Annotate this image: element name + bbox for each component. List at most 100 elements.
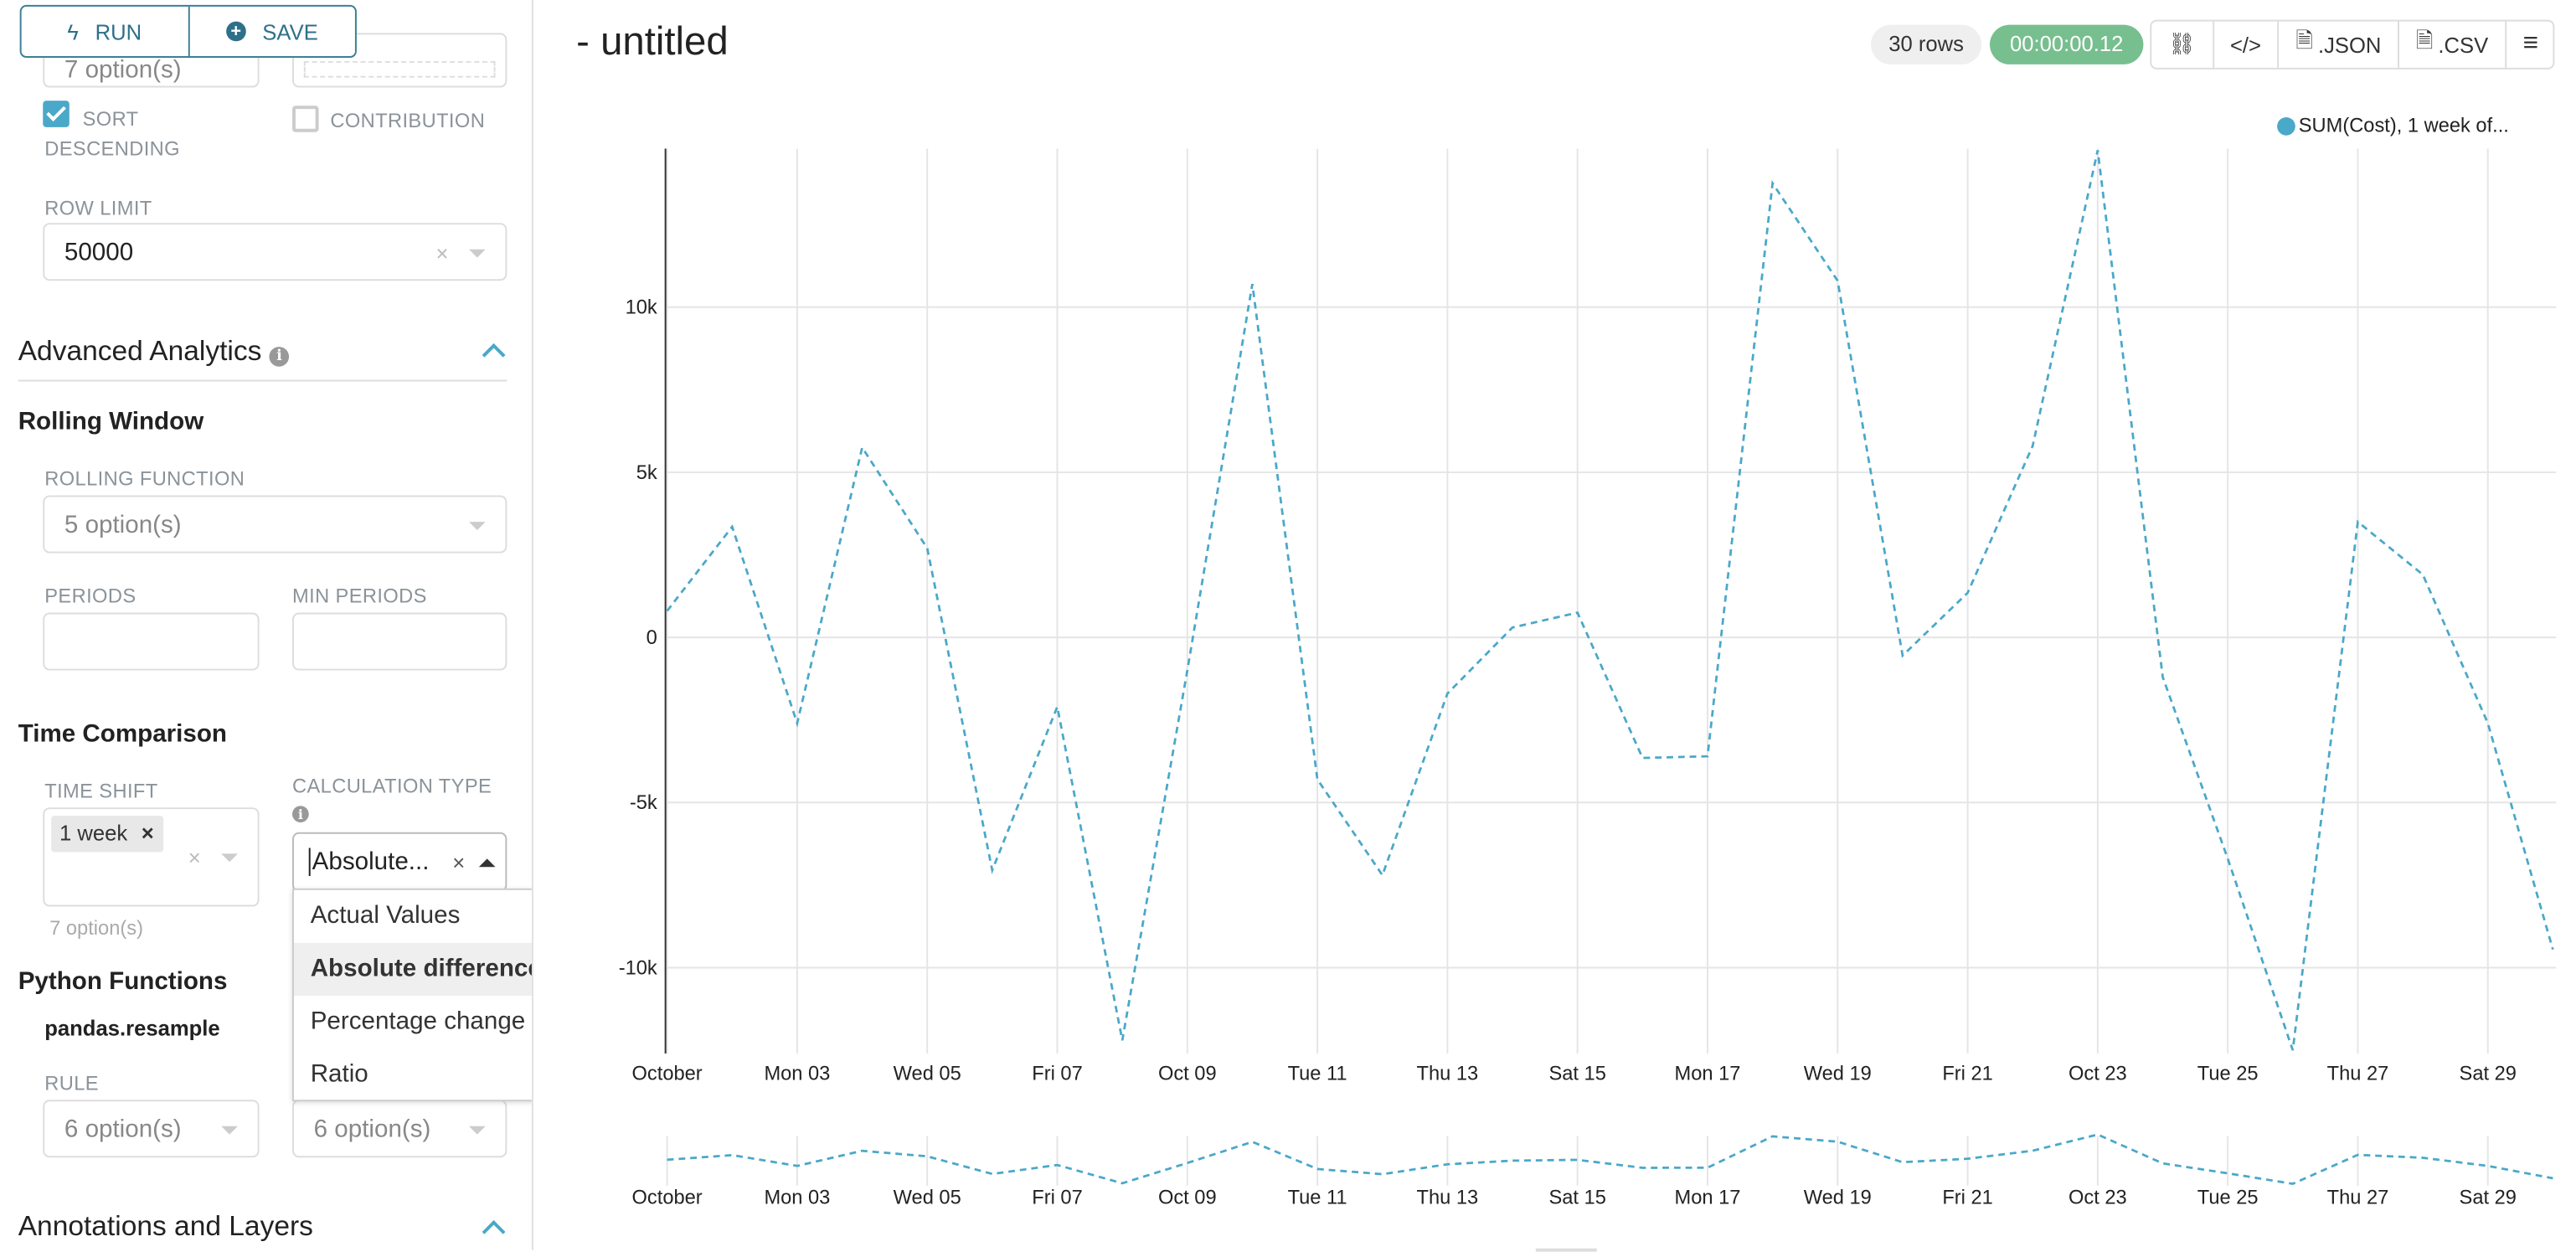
caret-up-icon [478, 858, 496, 868]
time-shift-label: TIME SHIFT [44, 779, 158, 803]
menu-button[interactable]: ≡ [2504, 21, 2555, 68]
x-tick-label: Mon 17 [1675, 1064, 1741, 1085]
caret-down-icon [221, 1126, 238, 1135]
x-tick-label: Oct 23 [2069, 1064, 2127, 1085]
rolling-function-select[interactable]: 5 option(s) [43, 495, 507, 554]
x-tick-label: Wed 05 [894, 1064, 961, 1085]
legend-label: SUM(Cost), 1 week of... [2298, 114, 2509, 137]
calculation-type-label: CALCULATION TYPE [292, 774, 492, 798]
contribution-label: CONTRIBUTION [330, 109, 486, 132]
link-button[interactable]: ⛓ [2151, 22, 2212, 68]
overview-x-tick-label: Fri 21 [1942, 1187, 1992, 1208]
control-panel: ϟ RUN + SAVE 7 option(s) SORT DESCENDING C… [0, 0, 533, 1250]
sort-descending-label: SORT DESCENDING [44, 107, 180, 161]
caret-down-icon [221, 853, 238, 863]
option-absolute-difference[interactable]: Absolute difference [293, 942, 532, 996]
overview-x-tick-label: October [632, 1187, 703, 1208]
x-tick-label: Sat 15 [1548, 1064, 1605, 1085]
overview-x-tick-label: Wed 05 [894, 1187, 961, 1208]
x-tick-label: Thu 13 [1417, 1064, 1479, 1085]
advanced-analytics-header[interactable]: Advanced Analytics i [18, 335, 290, 368]
export-toolbar: ⛓ </> 🗎 .JSON 🗎 .CSV ≡ [2150, 19, 2555, 70]
series-line [666, 150, 2554, 1051]
brush-handle[interactable] [1535, 1248, 1597, 1252]
contribution-checkbox[interactable] [292, 106, 319, 132]
x-tick-label: Oct 09 [1158, 1064, 1217, 1085]
rolling-window-title: Rolling Window [18, 408, 204, 436]
caret-down-icon [468, 522, 486, 530]
overview-x-tick-label: Sat 29 [2460, 1187, 2517, 1208]
x-tick-label: Mon 03 [764, 1064, 830, 1085]
overview-series-line [667, 1133, 2553, 1185]
x-tick-label: Fri 21 [1942, 1064, 1992, 1085]
legend[interactable]: SUM(Cost), 1 week of... [2277, 114, 2509, 137]
time-shift-select[interactable]: 1 week × × [43, 807, 260, 907]
clear-icon[interactable]: × [188, 845, 201, 871]
overview-x-tick-label: Thu 13 [1417, 1187, 1479, 1208]
periods-input[interactable] [43, 612, 260, 671]
info-icon: i [292, 806, 309, 822]
link-icon: ⛓ [2167, 31, 2196, 57]
overview-x-tick-label: Tue 25 [2197, 1187, 2259, 1208]
annotations-header[interactable]: Annotations and Layers [18, 1210, 313, 1242]
partial-select-value: 7 option(s) [64, 56, 182, 85]
overview-x-tick-label: Tue 11 [1288, 1187, 1347, 1208]
x-tick-label: Sat 29 [2460, 1064, 2517, 1085]
row-limit-select[interactable]: 50000 × [43, 223, 507, 281]
resample-method-select[interactable]: 6 option(s) [292, 1100, 507, 1158]
file-code-icon: 🗎 [2295, 28, 2314, 54]
overview-x-tick-label: Wed 19 [1804, 1187, 1872, 1208]
code-icon: </> [2229, 32, 2262, 58]
x-tick-label: Fri 07 [1032, 1064, 1082, 1085]
y-tick-label: 5k [636, 462, 657, 484]
caret-down-icon [468, 1126, 486, 1135]
legend-dot-icon [2277, 116, 2295, 135]
sort-descending-checkbox[interactable] [43, 100, 70, 127]
time-shift-tag: 1 week × [51, 816, 164, 853]
rolling-function-label: ROLLING FUNCTION [44, 467, 245, 491]
overview-x-tick-label: Mon 17 [1675, 1187, 1741, 1208]
rule-label: RULE [44, 1071, 99, 1095]
remove-tag-icon[interactable]: × [141, 820, 154, 846]
clear-icon[interactable]: × [452, 850, 466, 876]
calculation-type-select[interactable]: Absolute... × [292, 832, 507, 892]
option-percentage-change[interactable]: Percentage change [310, 1007, 526, 1036]
x-tick-label: Tue 25 [2197, 1064, 2259, 1085]
export-json-button[interactable]: 🗎 .JSON [2277, 21, 2398, 68]
query-timer-badge: 00:00:00.12 [1990, 24, 2144, 64]
hamburger-icon: ≡ [2522, 29, 2539, 59]
file-text-icon: 🗎 [2415, 28, 2434, 54]
export-csv-button[interactable]: 🗎 .CSV [2398, 21, 2505, 68]
x-tick-label: Tue 11 [1288, 1064, 1347, 1085]
python-functions-title: Python Functions [18, 967, 228, 996]
row-count-badge: 30 rows [1871, 24, 1982, 64]
bolt-icon: ϟ [67, 18, 79, 44]
caret-down-icon [468, 249, 486, 258]
min-periods-label: MIN PERIODS [292, 585, 427, 608]
clear-icon[interactable]: × [435, 240, 449, 266]
overview-x-tick-label: Thu 27 [2327, 1187, 2389, 1208]
min-periods-input[interactable] [292, 612, 507, 671]
overview-x-tick-label: Sat 15 [1548, 1187, 1605, 1208]
time-shift-hint: 7 option(s) [49, 916, 143, 940]
row-limit-label: ROW LIMIT [44, 196, 152, 220]
y-tick-label: -5k [630, 792, 657, 814]
divider [18, 379, 507, 382]
overview-x-tick-label: Oct 09 [1158, 1187, 1217, 1208]
embed-code-button[interactable]: </> [2212, 21, 2277, 68]
y-tick-label: 10k [626, 297, 657, 319]
calculation-type-dropdown: Actual Values Absolute difference Percen… [292, 888, 532, 1102]
overview-x-tick-label: Fri 07 [1032, 1187, 1082, 1208]
run-button[interactable]: ϟ RUN [67, 18, 142, 44]
pandas-resample-title: pandas.resample [44, 1015, 220, 1041]
y-tick-label: -10k [619, 957, 657, 979]
save-button[interactable]: + SAVE [187, 6, 355, 57]
option-ratio[interactable]: Ratio [310, 1059, 368, 1089]
option-actual-values[interactable]: Actual Values [310, 901, 461, 930]
rule-select[interactable]: 6 option(s) [43, 1100, 260, 1158]
time-comparison-title: Time Comparison [18, 719, 227, 749]
y-tick-label: 0 [647, 627, 657, 649]
chart-title[interactable]: - untitled [576, 19, 729, 64]
x-tick-label: Wed 19 [1804, 1064, 1872, 1085]
